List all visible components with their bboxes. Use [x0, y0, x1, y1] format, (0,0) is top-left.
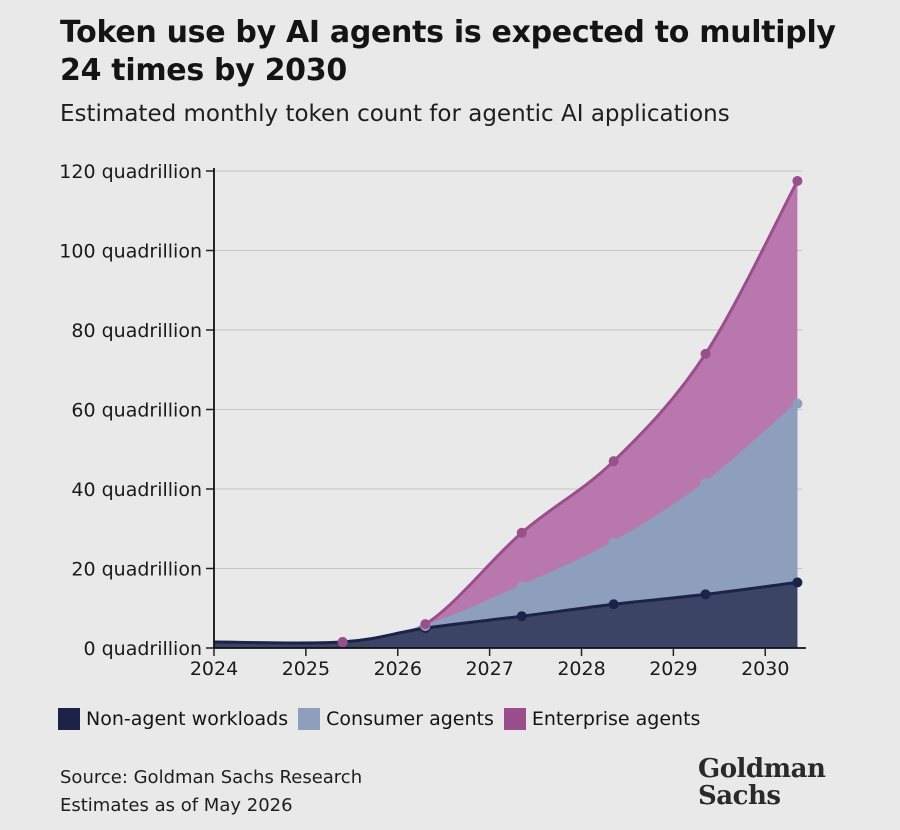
chart-title: Token use by AI agents is expected to mu…: [60, 15, 836, 88]
x-tick-label: 2030: [741, 658, 789, 680]
point-enterprise: [337, 637, 348, 648]
legend-label-non-agent: Non-agent workloads: [86, 708, 289, 730]
footer: Source: Goldman Sachs Research Estimates…: [60, 764, 362, 820]
y-tick-label: 80 quadrillion: [71, 320, 202, 342]
point-enterprise: [516, 527, 527, 538]
source-note: Source: Goldman Sachs Research: [60, 767, 363, 788]
x-tick-label: 2025: [282, 658, 330, 680]
x-tick-label: 2027: [465, 658, 513, 680]
point-enterprise: [608, 456, 619, 467]
estimates-note: Estimates as of May 2026: [60, 795, 293, 816]
point-consumer: [516, 581, 527, 592]
chart-subtitle: Estimated monthly token count for agenti…: [60, 101, 730, 127]
y-tick-label: 100 quadrillion: [59, 241, 202, 263]
area-consumer: [214, 403, 798, 648]
legend-label-enterprise: Enterprise agents: [531, 708, 701, 730]
point-non-agent: [792, 577, 803, 588]
point-consumer: [792, 398, 803, 409]
logo-line-2: Sachs: [698, 781, 781, 811]
legend-swatch-non-agent: [58, 708, 80, 730]
area-non-agent: [214, 582, 798, 648]
point-consumer: [608, 537, 619, 548]
point-enterprise: [420, 619, 431, 630]
point-enterprise: [700, 348, 711, 359]
legend-item-enterprise: Enterprise agents: [503, 708, 701, 730]
legend-swatch-enterprise: [503, 708, 526, 730]
y-tick-label: 120 quadrillion: [59, 161, 202, 183]
y-tick-label: 40 quadrillion: [71, 479, 202, 501]
x-tick-label: 2029: [649, 658, 697, 680]
x-tick-label: 2026: [374, 658, 422, 680]
point-non-agent: [516, 611, 527, 622]
legend-label-consumer: Consumer agents: [326, 708, 494, 730]
x-tick-label: 2024: [190, 658, 238, 680]
y-tick-label: 0 quadrillion: [83, 638, 202, 660]
logo-line-1: Goldman: [698, 754, 826, 784]
goldman-sachs-logo: Goldman Sachs: [698, 756, 838, 816]
x-tick-label: 2028: [557, 658, 605, 680]
point-enterprise: [792, 175, 803, 186]
y-tick-label: 20 quadrillion: [71, 559, 202, 581]
legend-item-non-agent: Non-agent workloads: [58, 708, 288, 730]
legend-item-consumer: Consumer agents: [298, 708, 494, 730]
y-tick-label: 60 quadrillion: [71, 400, 202, 422]
stacked-area-chart: 0 quadrillion 20 quadrillion 40 quadrillio…: [59, 161, 806, 680]
point-non-agent: [608, 599, 619, 610]
legend: Non-agent workloads Consumer agents Ente…: [58, 708, 710, 730]
point-consumer: [700, 478, 711, 489]
point-non-agent: [700, 589, 711, 600]
legend-swatch-consumer: [298, 708, 321, 730]
